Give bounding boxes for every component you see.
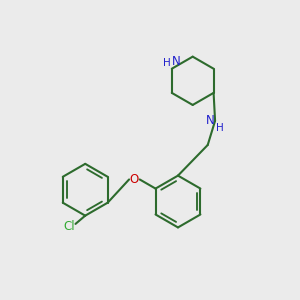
Text: N: N xyxy=(206,114,214,127)
Text: N: N xyxy=(172,55,181,68)
Text: O: O xyxy=(130,173,139,186)
Text: H: H xyxy=(163,58,170,68)
Text: H: H xyxy=(216,123,224,133)
Text: Cl: Cl xyxy=(63,220,75,233)
